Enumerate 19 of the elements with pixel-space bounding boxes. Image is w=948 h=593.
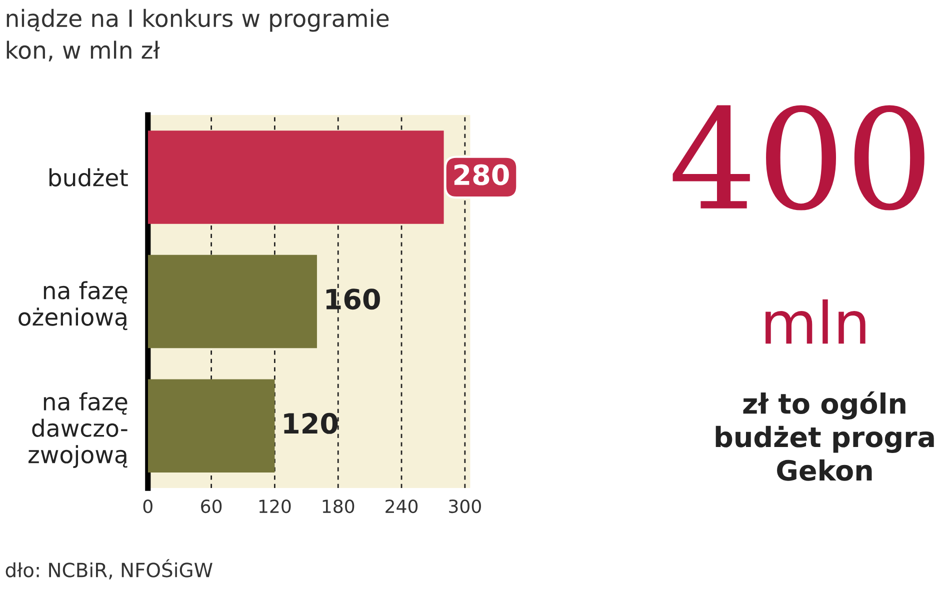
x-tick-label: 240 [386, 499, 418, 514]
data-label: 120 [284, 412, 338, 434]
chart-title: niądze na I konkurs w programie kon, w mln zł [6, 8, 389, 62]
bar [148, 379, 275, 472]
x-tick-label: 60 [201, 499, 222, 514]
y-tick-label: budżet [49, 168, 128, 187]
text: mln [766, 299, 866, 344]
text: dło: NCBiR, NFOŚiGW [6, 559, 212, 580]
text: 400 [672, 105, 924, 210]
y-tick-label: na fazę dawczo- zwojową [28, 392, 128, 468]
data-label: 280 [454, 164, 509, 186]
x-tick-label: 0 [143, 499, 152, 514]
data-label: 160 [326, 288, 380, 310]
x-tick-label: 180 [322, 499, 354, 514]
bar [148, 254, 317, 348]
x-tick-label: 120 [259, 499, 291, 514]
text: zł to ogóln budżet progra Gekon [716, 391, 934, 481]
y-tick-label: na fazę ożeniową [18, 281, 128, 330]
x-tick-label: 300 [449, 499, 481, 514]
